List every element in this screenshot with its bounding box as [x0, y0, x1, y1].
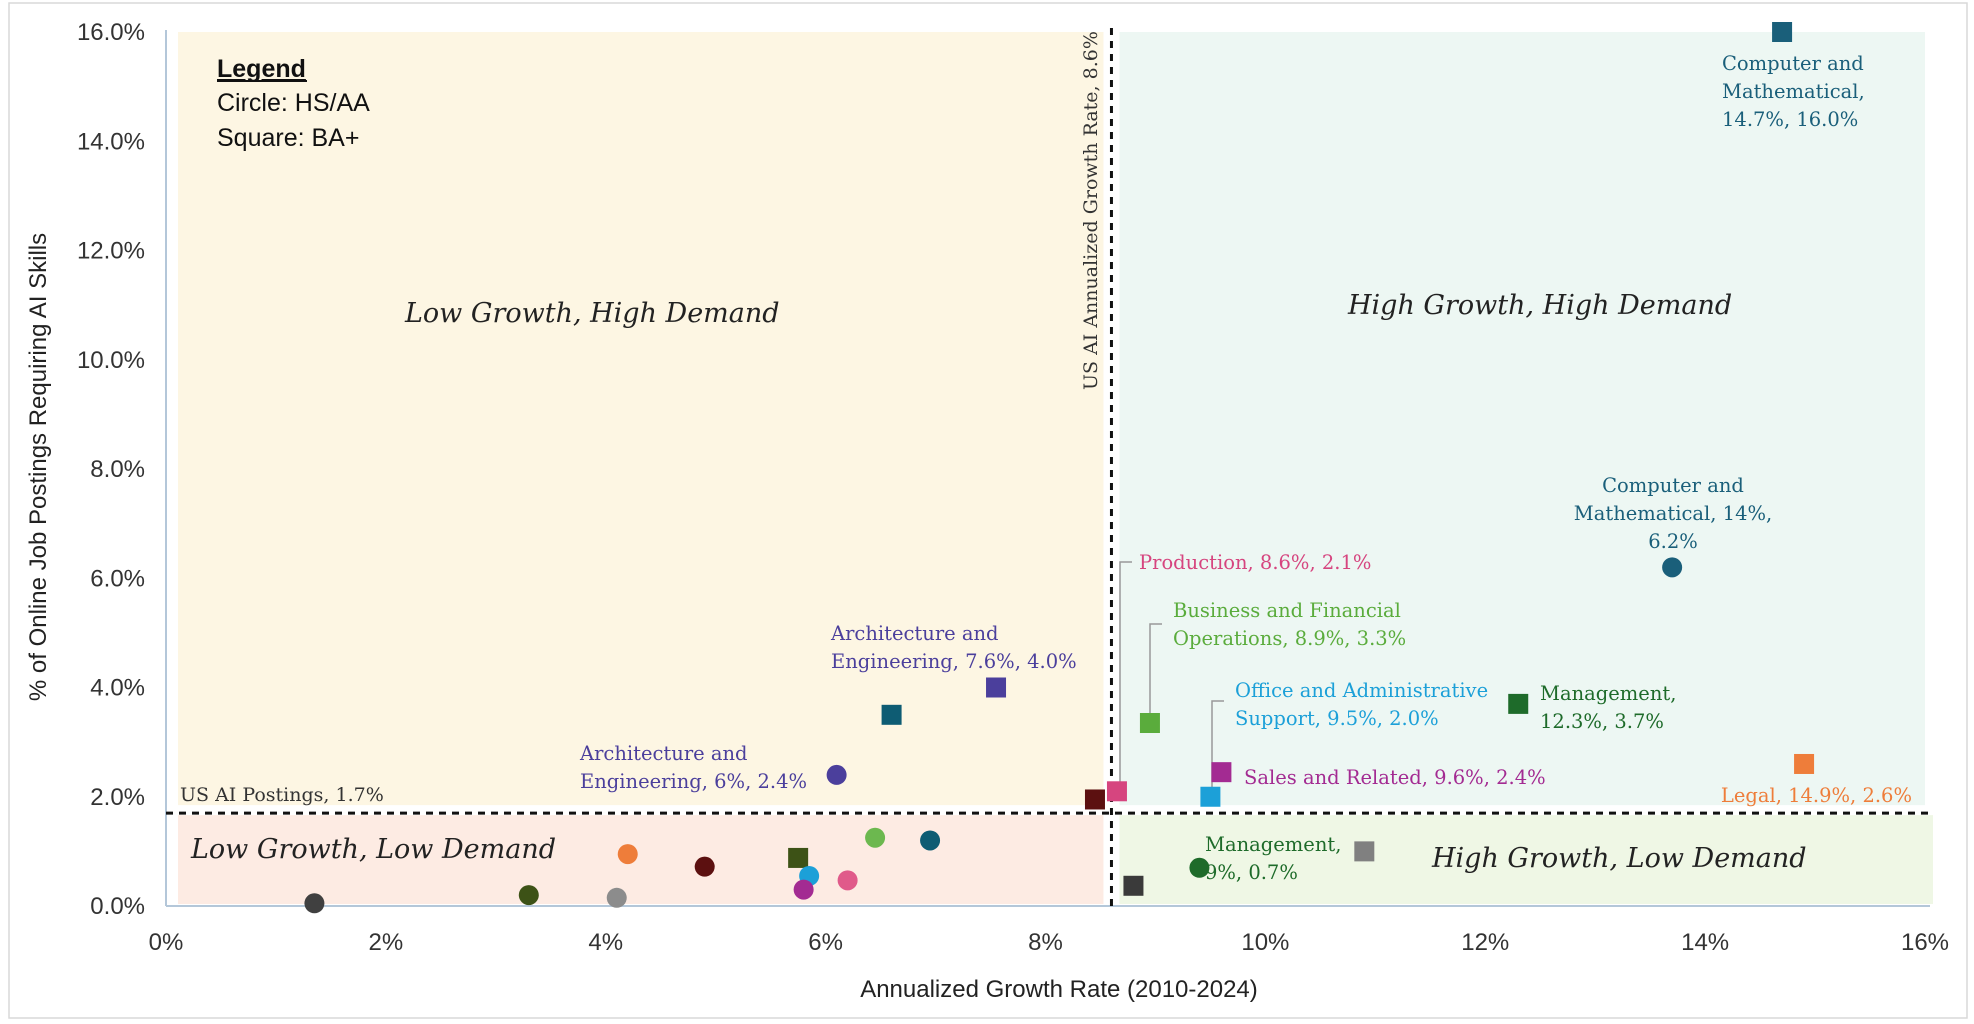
- y-tick-label: 16.0%: [77, 19, 145, 46]
- y-tick-labels: 0.0% 2.0% 4.0% 6.0% 8.0% 10.0% 12.0% 14.0% 16.0%: [77, 19, 145, 920]
- data-point-label: Architecture and Engineering, 7.6%, 4.0%: [830, 622, 1077, 673]
- legend-item-circle: Circle: HS/AA: [217, 89, 370, 117]
- data-point-circle: [617, 844, 638, 865]
- data-point-circle: [826, 764, 847, 785]
- x-tick-label: 4%: [588, 929, 623, 956]
- data-point-labels: Computer and Mathematical, 14.7%, 16.0% Com…: [579, 52, 1912, 884]
- leader-business-financial: [1149, 623, 1162, 714]
- data-point-circle: [304, 893, 325, 914]
- data-point-label: Computer and Mathematical, 14.7%, 16.0%: [1722, 52, 1865, 131]
- data-point-square: [881, 704, 902, 725]
- data-point-label: Management, 9%, 0.7%: [1205, 833, 1341, 884]
- data-point-circle: [793, 879, 814, 900]
- y-tick-label: 14.0%: [77, 128, 145, 155]
- legend-item-square: Square: BA+: [217, 124, 359, 152]
- leader-office-admin: [1211, 700, 1224, 790]
- data-point-circle: [920, 830, 941, 851]
- leader-production: [1119, 561, 1132, 790]
- data-point-square: [1123, 875, 1144, 896]
- y-tick-label: 12.0%: [77, 238, 145, 265]
- quadrant-backgrounds: [178, 32, 1933, 904]
- quadrant-bg-bottom-right: [1119, 815, 1933, 904]
- x-tick-label: 12%: [1461, 929, 1509, 956]
- x-tick-label: 14%: [1681, 929, 1729, 956]
- y-tick-label: 10.0%: [77, 347, 145, 374]
- data-point-label: Architecture and Engineering, 6%, 2.4%: [579, 742, 807, 793]
- data-point-circle: [865, 827, 886, 848]
- x-tick-labels: 0% 2% 4% 6% 8% 10% 12% 14% 16%: [149, 929, 1949, 956]
- y-tick-label: 8.0%: [90, 456, 145, 483]
- data-point-square: [1354, 841, 1375, 862]
- legend-title: Legend: [217, 55, 306, 83]
- x-tick-label: 0%: [149, 929, 184, 956]
- legend: Legend Circle: HS/AA Square: BA+: [217, 55, 370, 152]
- y-axis-title: % of Online Job Postings Requiring AI Sk…: [25, 233, 52, 701]
- quadrant-label-top-right: High Growth, High Demand: [1347, 290, 1732, 321]
- quadrant-bg-top-left: [178, 32, 1104, 806]
- quadrant-bg-bottom-left: [178, 815, 1104, 904]
- horizontal-reference-label: US AI Postings, 1.7%: [180, 784, 384, 806]
- x-tick-label: 2%: [369, 929, 404, 956]
- data-point-label: Sales and Related, 9.6%, 2.4%: [1244, 766, 1546, 789]
- y-tick-label: 6.0%: [90, 565, 145, 592]
- data-point-square: [788, 847, 809, 868]
- data-points: [304, 22, 1815, 914]
- y-tick-label: 4.0%: [90, 675, 145, 702]
- data-point-square: [1211, 762, 1232, 783]
- quadrant-label-bottom-left: Low Growth, Low Demand: [190, 834, 556, 865]
- data-point-label: Production, 8.6%, 2.1%: [1139, 551, 1371, 574]
- quadrant-bg-top-right: [1119, 32, 1925, 806]
- data-point-square: [1772, 22, 1793, 42]
- data-point-label: Legal, 14.9%, 2.6%: [1721, 784, 1912, 807]
- data-point-label: Computer and Mathematical, 14%, 6.2%: [1574, 474, 1772, 553]
- quadrant-label-bottom-right: High Growth, Low Demand: [1431, 843, 1807, 874]
- label-leader-lines: [1119, 561, 1224, 790]
- data-point-label: Management, 12.3%, 3.7%: [1540, 682, 1676, 733]
- x-tick-label: 8%: [1028, 929, 1063, 956]
- x-tick-label: 16%: [1901, 929, 1949, 956]
- y-tick-label: 0.0%: [90, 893, 145, 920]
- data-point-label: Office and Administrative Support, 9.5%, …: [1235, 679, 1488, 730]
- vertical-reference-label: US AI Annualized Growth Rate, 8.6%: [1080, 31, 1102, 390]
- x-tick-label: 10%: [1241, 929, 1289, 956]
- data-point-circle: [837, 870, 858, 891]
- data-point-square: [1508, 693, 1529, 714]
- data-point-circle: [606, 887, 627, 908]
- data-point-square: [1139, 713, 1160, 734]
- data-point-label: Business and Financial Operations, 8.9%, …: [1173, 599, 1406, 650]
- y-tick-label: 2.0%: [90, 784, 145, 811]
- data-point-circle: [1662, 557, 1683, 578]
- x-axis-title: Annualized Growth Rate (2010-2024): [860, 976, 1258, 1003]
- data-point-square: [1084, 789, 1105, 810]
- data-point-square: [986, 677, 1007, 698]
- data-point-square: [1200, 786, 1221, 807]
- x-tick-label: 6%: [808, 929, 843, 956]
- data-point-circle: [518, 885, 539, 906]
- data-point-circle: [694, 856, 715, 877]
- quadrant-label-top-left: Low Growth, High Demand: [404, 298, 780, 329]
- data-point-square: [1794, 753, 1815, 774]
- data-point-circle: [1189, 857, 1210, 878]
- data-point-square: [1106, 781, 1127, 802]
